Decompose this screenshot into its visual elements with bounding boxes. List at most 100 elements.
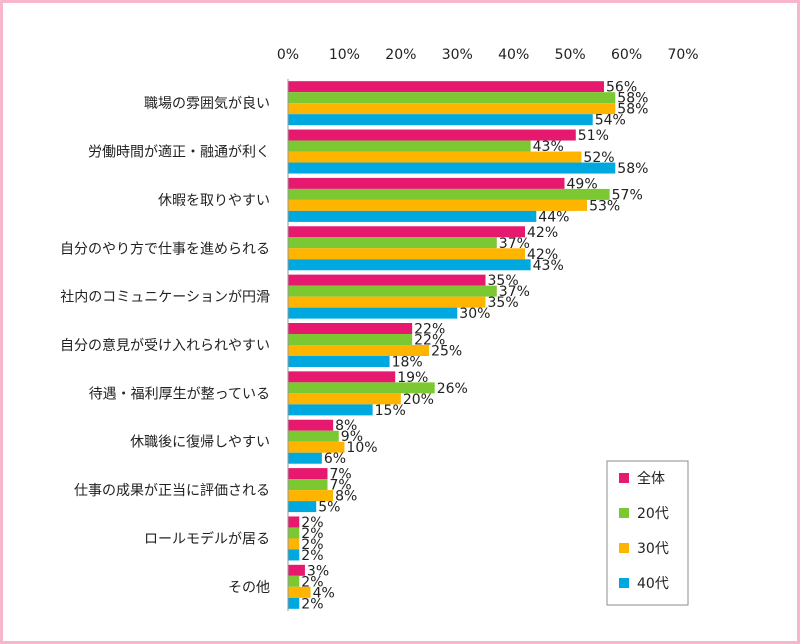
bar	[288, 452, 322, 464]
data-label: 15%	[375, 403, 406, 419]
bar	[288, 248, 525, 260]
bar	[288, 564, 305, 576]
bar	[288, 382, 435, 394]
data-label: 25%	[431, 344, 462, 360]
bar	[288, 575, 300, 587]
legend-swatch	[619, 473, 629, 483]
data-label: 58%	[617, 161, 648, 177]
x-tick-label: 40%	[498, 47, 529, 63]
bar	[288, 177, 565, 189]
data-label: 43%	[533, 139, 564, 155]
data-label: 26%	[437, 381, 468, 397]
data-label: 19%	[397, 370, 428, 386]
data-label: 49%	[567, 176, 598, 192]
bar	[288, 162, 616, 174]
category-label: 仕事の成果が正当に評価される	[74, 483, 270, 499]
data-label: 43%	[533, 258, 564, 274]
x-tick-label: 60%	[611, 47, 642, 63]
legend-swatch	[619, 543, 629, 553]
data-label: 37%	[499, 236, 530, 252]
bar	[288, 597, 300, 609]
bar	[288, 419, 334, 431]
x-tick-label: 70%	[667, 47, 698, 63]
data-label: 58%	[617, 102, 648, 118]
bar	[288, 549, 300, 561]
data-label: 22%	[414, 322, 445, 338]
data-label: 9%	[341, 429, 363, 445]
data-label: 52%	[583, 150, 614, 166]
data-label: 42%	[527, 247, 558, 263]
x-tick-label: 20%	[385, 47, 416, 63]
data-label: 2%	[301, 537, 323, 553]
data-label: 57%	[612, 187, 643, 203]
data-label: 2%	[301, 574, 323, 590]
bar	[288, 226, 525, 238]
category-label: その他	[228, 580, 270, 596]
data-label: 22%	[414, 333, 445, 349]
x-tick-label: 50%	[555, 47, 586, 63]
data-label: 20%	[403, 392, 434, 408]
bar	[288, 259, 531, 271]
bar	[288, 516, 300, 528]
bar	[288, 129, 576, 141]
data-label: 7%	[330, 467, 352, 483]
data-label: 2%	[301, 526, 323, 542]
data-label: 35%	[488, 273, 519, 289]
data-label: 8%	[335, 418, 357, 434]
x-tick-label: 10%	[329, 47, 360, 63]
data-label: 54%	[595, 113, 626, 129]
bar	[288, 199, 588, 211]
legend-swatch	[619, 508, 629, 518]
bar	[288, 468, 328, 480]
data-label: 30%	[459, 306, 490, 322]
legend-label: 40代	[637, 576, 669, 592]
data-label: 3%	[307, 563, 329, 579]
bar	[288, 188, 610, 200]
bar	[288, 501, 317, 513]
data-label: 2%	[301, 515, 323, 531]
data-label: 44%	[538, 209, 569, 225]
bar	[288, 140, 531, 152]
bar	[288, 490, 334, 502]
data-label: 5%	[318, 500, 340, 516]
bar	[288, 114, 593, 126]
bar	[288, 404, 373, 416]
legend-label: 全体	[637, 470, 665, 487]
data-label: 10%	[346, 440, 377, 456]
bar	[288, 237, 497, 249]
category-label: 自分のやり方で仕事を進められる	[60, 241, 270, 257]
legend-swatch	[619, 578, 629, 588]
data-label: 18%	[392, 355, 423, 371]
category-label: 社内のコミュニケーションが円滑	[60, 289, 270, 306]
category-label: 労働時間が適正・融通が利く	[88, 144, 270, 161]
bar	[288, 586, 311, 598]
data-label: 37%	[499, 284, 530, 300]
data-label: 42%	[527, 225, 558, 241]
data-label: 35%	[488, 295, 519, 311]
bar	[288, 210, 537, 222]
data-label: 53%	[589, 198, 620, 214]
bar	[288, 393, 401, 405]
category-label: 休暇を取りやすい	[158, 193, 270, 209]
data-label: 51%	[578, 128, 609, 144]
legend-label: 20代	[637, 506, 669, 522]
bar	[288, 307, 458, 319]
bar	[288, 356, 390, 367]
data-label: 58%	[617, 91, 648, 107]
data-label: 4%	[313, 585, 335, 601]
legend-label: 30代	[637, 541, 669, 557]
bar	[288, 323, 413, 334]
bar	[288, 527, 300, 539]
category-label: 職場の雰囲気が良い	[144, 96, 270, 112]
data-label: 2%	[301, 548, 323, 564]
data-label: 56%	[606, 80, 637, 96]
category-label: 休職後に復帰しやすい	[130, 434, 270, 451]
bar	[288, 92, 616, 104]
bar	[288, 538, 300, 550]
data-label: 2%	[301, 596, 323, 612]
bar	[288, 151, 582, 163]
bar	[288, 430, 339, 442]
bar	[288, 479, 328, 491]
data-label: 8%	[335, 489, 357, 505]
